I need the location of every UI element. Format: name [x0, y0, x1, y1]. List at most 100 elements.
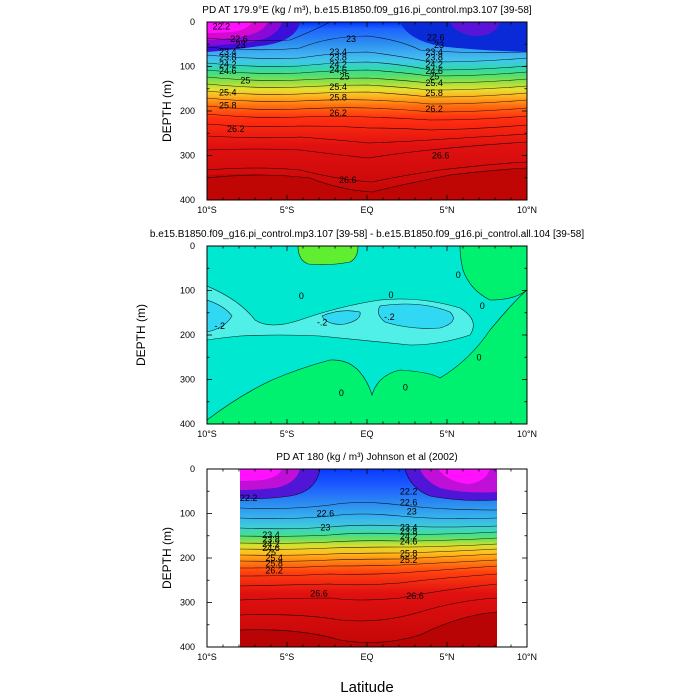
panel-2-contour-lines: [207, 246, 527, 421]
contour-label: 25.2: [400, 555, 418, 565]
x-tick-label: 5°N: [439, 652, 454, 662]
contour-label: 0: [476, 352, 481, 362]
panel-1-contour-lines: [207, 22, 527, 193]
contour-label: 22.2: [240, 493, 258, 503]
contour-label: 24.6: [219, 66, 237, 76]
x-tick-label: EQ: [360, 652, 373, 662]
panel-2-contour-labels: 0 0 0 0 -.2 -.2 -.2 0 0 0: [215, 270, 485, 398]
contour-label: 0: [456, 270, 461, 280]
y-tick-label: 300: [180, 375, 195, 385]
y-tick-label: 200: [180, 106, 195, 116]
contour-label: 25.8: [219, 101, 237, 111]
contour-label: 0: [339, 388, 344, 398]
contour-label: 24.2: [400, 532, 418, 542]
contour-label: 25: [266, 548, 276, 558]
x-axis-label: Latitude: [340, 679, 393, 696]
contour-label: 24.6: [262, 543, 280, 553]
contour-label: 25.8: [425, 88, 443, 98]
x-tick-label: 10°S: [197, 205, 217, 215]
x-tick-label: 5°N: [439, 429, 454, 439]
panel-3-field: [240, 469, 497, 647]
panel-2-field: [207, 246, 527, 424]
contour-label: 0: [388, 290, 393, 300]
contour-label: 23: [346, 34, 356, 44]
panel-3: PD AT 180 (kg / m³) Johnson et al (2002): [160, 452, 537, 662]
contour-label: 0: [299, 291, 304, 301]
panel-2: b.e15.B1850.f09_g16.pi_control.mp3.107 […: [134, 229, 584, 439]
contour-label: 24.2: [329, 59, 347, 69]
x-tick-label: 5°S: [280, 429, 295, 439]
y-tick-label: 400: [180, 195, 195, 205]
contour-label: 23.4: [425, 47, 443, 57]
contour-label: 25.4: [425, 78, 443, 88]
contour-label: 22.6: [317, 509, 335, 519]
x-tick-label: 10°N: [517, 205, 537, 215]
y-tick-label: 100: [180, 509, 195, 519]
x-tick-label: 10°S: [197, 429, 217, 439]
panel-3-ylabel: DEPTH (m): [160, 527, 174, 589]
contour-label: 26.6: [310, 589, 328, 599]
contour-label: 25.4: [265, 553, 283, 563]
contour-label: 22.2: [400, 486, 418, 496]
contour-label: 0: [480, 301, 485, 311]
contour-label: 22.2: [213, 21, 231, 31]
contour-label: 23: [434, 40, 444, 50]
contour-label: 25.4: [329, 82, 347, 92]
x-tick-label: 10°N: [517, 429, 537, 439]
contour-label: -.2: [384, 312, 395, 322]
contour-label: 26.2: [329, 108, 347, 118]
y-tick-label: 400: [180, 642, 195, 652]
panel-1-ylabel: DEPTH (m): [160, 80, 174, 142]
y-tick-label: 200: [180, 553, 195, 563]
panel-1: PD AT 179.9°E (kg / m³), b.e15.B1850.f09…: [160, 5, 537, 215]
contour-label: 25: [429, 71, 439, 81]
contour-label: 24.6: [329, 65, 347, 75]
panel-3-contour-labels: 22.222.62322.222.62323.423.824.224.625.8…: [240, 486, 424, 601]
y-tick-label: 0: [190, 241, 195, 251]
x-tick-label: 10°N: [517, 652, 537, 662]
contour-label: 26.2: [425, 104, 443, 114]
contour-label: 23.8: [329, 53, 347, 63]
panel-2-axes: 10°S 5°S EQ 5°N 10°N 0 100 200 300 400: [180, 241, 537, 439]
contour-label: 23: [407, 507, 417, 517]
contour-label: 23.8: [400, 526, 418, 536]
contour-label: 23.8: [425, 53, 443, 63]
contour-label: 26.6: [432, 151, 450, 161]
panel-1-axes: 10°S 5°S EQ 5°N 10°N 0 100 200 300 400: [180, 17, 537, 215]
contour-label: 26.2: [265, 565, 283, 575]
contour-label: 26.6: [339, 175, 357, 185]
y-tick-label: 400: [180, 419, 195, 429]
contour-label: 25.8: [329, 93, 347, 103]
contour-label: 25.8: [400, 549, 418, 559]
contour-label: 25: [240, 76, 250, 86]
x-tick-label: 5°N: [439, 205, 454, 215]
panel-1-field: [207, 22, 527, 200]
contour-label: 24.2: [425, 59, 443, 69]
contour-label: 0: [403, 383, 408, 393]
y-tick-label: 200: [180, 330, 195, 340]
contour-label: 23: [320, 523, 330, 533]
x-tick-label: 5°S: [280, 205, 295, 215]
y-tick-label: 0: [190, 17, 195, 27]
x-tick-label: EQ: [360, 205, 373, 215]
contour-label: 22.6: [230, 34, 248, 44]
contour-label: 23.4: [262, 530, 280, 540]
y-tick-label: 0: [190, 464, 195, 474]
contour-label: 26.2: [227, 124, 245, 134]
y-tick-label: 300: [180, 151, 195, 161]
x-tick-label: EQ: [360, 429, 373, 439]
panel-1-title: PD AT 179.9°E (kg / m³), b.e15.B1850.f09…: [202, 5, 532, 16]
panel-3-axes: 10°S 5°S EQ 5°N 10°N 0 100 200 300 400: [180, 464, 537, 662]
contour-label: 25.8: [265, 558, 283, 568]
panel-3-contour-lines: [240, 469, 497, 643]
contour-label: -.2: [215, 321, 226, 331]
contour-label: -.2: [317, 318, 328, 328]
panel-2-ylabel: DEPTH (m): [134, 304, 148, 366]
y-tick-label: 100: [180, 286, 195, 296]
contour-label: 24.6: [425, 66, 443, 76]
contour-label: 22.6: [400, 497, 418, 507]
panel-2-title: b.e15.B1850.f09_g16.pi_control.mp3.107 […: [150, 229, 584, 240]
contour-label: 23.4: [400, 523, 418, 533]
